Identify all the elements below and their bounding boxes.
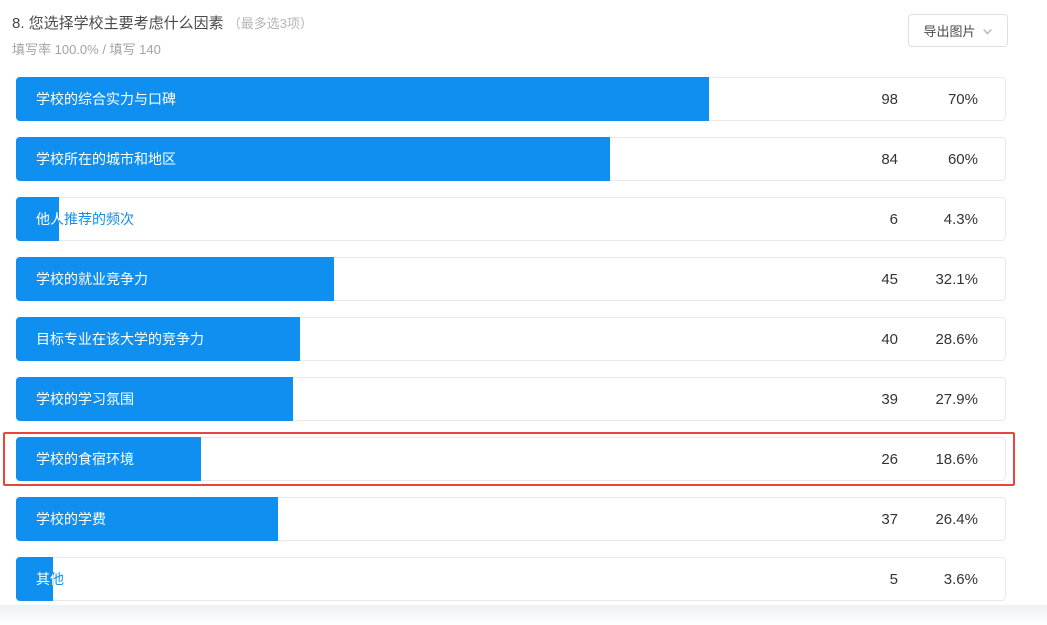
bar-row: 其他 其他 5 3.6% <box>16 557 1006 601</box>
percent-value: 4.3% <box>943 210 978 228</box>
bar-row: 学校所在的城市和地区 学校所在的城市和地区 84 60% <box>16 137 1006 181</box>
question-hint: （最多选3项） <box>227 16 313 31</box>
row-stats: 37 26.4% <box>818 498 1005 540</box>
header: 8. 您选择学校主要考虑什么因素 （最多选3项） 填写率 100.0% / 填写 … <box>0 0 1047 59</box>
count-value: 37 <box>881 510 898 528</box>
bar-label-inside: 学校的学习氛围 <box>36 391 134 407</box>
bottom-fade <box>0 605 1047 625</box>
row-stats: 98 70% <box>818 78 1005 120</box>
count-value: 6 <box>889 210 898 228</box>
bar: 他人推荐的频次 <box>16 197 60 241</box>
percent-value: 60% <box>947 150 978 168</box>
row-stats: 5 3.6% <box>818 558 1005 600</box>
bar-row: 他人推荐的频次 他人推荐的频次 6 4.3% <box>16 197 1006 241</box>
count-value: 40 <box>881 330 898 348</box>
percent-value: 3.6% <box>943 570 978 588</box>
percent-value: 27.9% <box>935 390 978 408</box>
export-image-label: 导出图片 <box>923 24 976 39</box>
percent-value: 32.1% <box>935 270 978 288</box>
export-image-button[interactable]: 导出图片 <box>908 14 1008 47</box>
bar-row: 学校的学费 学校的学费 37 26.4% <box>16 497 1006 541</box>
row-stats: 6 4.3% <box>818 198 1005 240</box>
question-title-line: 8. 您选择学校主要考虑什么因素 （最多选3项） <box>12 14 1008 34</box>
bar-label-inside: 学校的综合实力与口碑 <box>36 91 176 107</box>
bar-label-inside: 他人推荐的频次 <box>36 211 60 227</box>
count-value: 45 <box>881 270 898 288</box>
count-value: 39 <box>881 390 898 408</box>
count-value: 26 <box>881 450 898 468</box>
bar: 学校的学习氛围 <box>16 377 293 421</box>
bar-row: 学校的就业竞争力 学校的就业竞争力 45 32.1% <box>16 257 1006 301</box>
chevron-down-icon <box>982 26 993 37</box>
percent-value: 26.4% <box>935 510 978 528</box>
response-stats: 填写率 100.0% / 填写 140 <box>12 42 161 57</box>
bar: 其他 <box>16 557 53 601</box>
row-stats: 45 32.1% <box>818 258 1005 300</box>
bar-row: 学校的学习氛围 学校的学习氛围 39 27.9% <box>16 377 1006 421</box>
bar: 学校的综合实力与口碑 <box>16 77 709 121</box>
percent-value: 28.6% <box>935 330 978 348</box>
question-title: 8. 您选择学校主要考虑什么因素 <box>12 15 224 32</box>
bar-row: 学校的综合实力与口碑 学校的综合实力与口碑 98 70% <box>16 77 1006 121</box>
percent-value: 70% <box>947 90 978 108</box>
row-stats: 39 27.9% <box>818 378 1005 420</box>
bar-label-outside: 他人推荐的频次 <box>36 211 134 227</box>
bar-label-inside: 其他 <box>36 571 53 587</box>
row-stats: 26 18.6% <box>818 438 1005 480</box>
bar: 目标专业在该大学的竞争力 <box>16 317 300 361</box>
bar: 学校所在的城市和地区 <box>16 137 610 181</box>
bar-label-inside: 学校的学费 <box>36 511 106 527</box>
bar: 学校的就业竞争力 <box>16 257 335 301</box>
bar-label-inside: 学校的食宿环境 <box>36 451 134 467</box>
row-stats: 84 60% <box>818 138 1005 180</box>
percent-value: 18.6% <box>935 450 978 468</box>
bar-row: 目标专业在该大学的竞争力 目标专业在该大学的竞争力 40 28.6% <box>16 317 1006 361</box>
bar-label-inside: 学校的就业竞争力 <box>36 271 148 287</box>
bar: 学校的学费 <box>16 497 278 541</box>
count-value: 84 <box>881 150 898 168</box>
row-stats: 40 28.6% <box>818 318 1005 360</box>
bar-label-inside: 学校所在的城市和地区 <box>36 151 176 167</box>
count-value: 98 <box>881 90 898 108</box>
bar-row: 学校的食宿环境 学校的食宿环境 26 18.6% <box>3 432 1015 486</box>
count-value: 5 <box>889 570 898 588</box>
bar-label-inside: 目标专业在该大学的竞争力 <box>36 331 204 347</box>
bar-list: 学校的综合实力与口碑 学校的综合实力与口碑 98 70% 学校所在的城市和地区 … <box>3 77 1015 601</box>
bar: 学校的食宿环境 <box>16 437 201 481</box>
